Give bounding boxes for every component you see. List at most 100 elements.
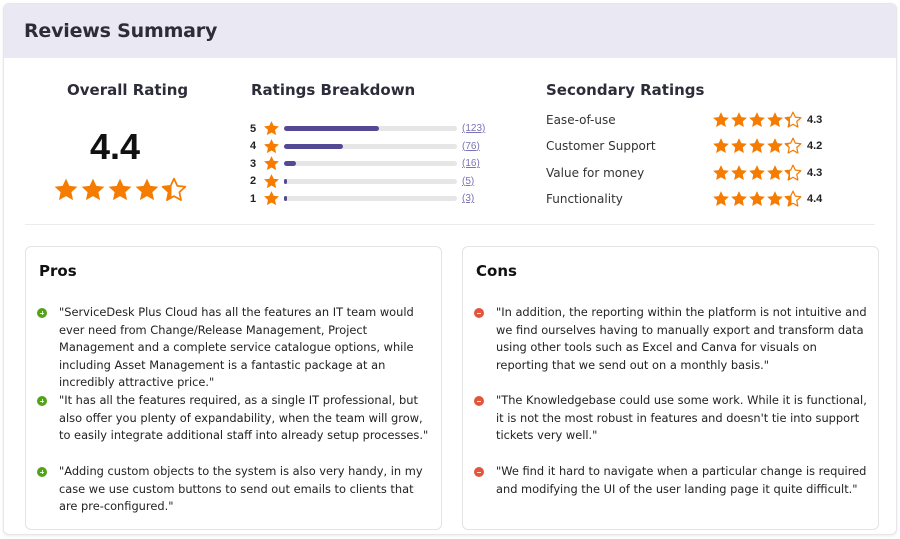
star-partial-icon bbox=[784, 164, 802, 182]
star-filled-icon bbox=[748, 164, 766, 182]
secondary-ratings-title: Secondary Ratings bbox=[546, 81, 705, 99]
rating-count[interactable]: (3) bbox=[462, 193, 474, 204]
rating-count[interactable]: (16) bbox=[462, 158, 480, 169]
review-quote: "It has all the features required, as a … bbox=[59, 393, 429, 442]
rating-bar-track bbox=[284, 143, 457, 149]
review-quote: "The Knowledgebase could use some work. … bbox=[496, 393, 867, 442]
con-item: "The Knowledgebase could use some work. … bbox=[474, 392, 868, 445]
rating-count-link[interactable]: (123) bbox=[462, 123, 486, 134]
cons-card: Cons "In addition, the reporting within … bbox=[462, 246, 879, 530]
secondary-star-rating bbox=[712, 190, 802, 208]
star-partial-icon bbox=[784, 190, 802, 208]
rating-count[interactable]: (123) bbox=[462, 123, 485, 134]
panel-header: Reviews Summary bbox=[4, 4, 896, 58]
rating-bar-fill bbox=[284, 126, 380, 131]
secondary-star-rating bbox=[712, 111, 802, 129]
star-filled-icon bbox=[712, 137, 730, 155]
secondary-rating-value: 4.4 bbox=[807, 192, 823, 205]
secondary-rating-row: Ease-of-use 4.3 bbox=[546, 110, 866, 130]
ratings-overview: Overall Rating 4.4 Ratings Breakdown 5 (… bbox=[4, 58, 896, 228]
rating-bar-fill bbox=[284, 196, 287, 202]
con-item: "We find it hard to navigate when a part… bbox=[474, 463, 868, 498]
cons-title: Cons bbox=[476, 262, 517, 280]
ratings-breakdown: Ratings Breakdown 5 (123) 4 (76) 3 (16) … bbox=[250, 58, 510, 228]
overall-rating-title: Overall Rating bbox=[67, 81, 189, 99]
star-icon bbox=[260, 190, 282, 207]
star-filled-icon bbox=[80, 177, 106, 203]
plus-circle-icon bbox=[37, 308, 47, 318]
secondary-star-rating bbox=[712, 164, 802, 182]
pro-item: "ServiceDesk Plus Cloud has all the feat… bbox=[37, 304, 431, 392]
rating-bar-fill bbox=[284, 178, 288, 184]
rating-count-link[interactable]: (76) bbox=[462, 140, 480, 152]
breakdown-row: 4 (76) bbox=[250, 138, 510, 155]
breakdown-row: 3 (16) bbox=[250, 155, 510, 172]
review-quote: "ServiceDesk Plus Cloud has all the feat… bbox=[59, 305, 414, 389]
secondary-rating-value: 4.2 bbox=[807, 140, 823, 153]
page-title: Reviews Summary bbox=[24, 20, 218, 42]
star-level: 5 bbox=[250, 122, 257, 135]
rating-count[interactable]: (76) bbox=[462, 141, 480, 152]
minus-circle-icon bbox=[474, 308, 484, 318]
pros-title: Pros bbox=[39, 262, 77, 280]
pro-item: "Adding custom objects to the system is … bbox=[37, 463, 431, 516]
star-filled-icon bbox=[766, 164, 784, 182]
breakdown-row: 5 (123) bbox=[250, 120, 510, 137]
secondary-rating-label: Ease-of-use bbox=[546, 113, 616, 127]
secondary-rating-label: Customer Support bbox=[546, 139, 656, 154]
rating-bar-track bbox=[284, 178, 457, 184]
con-item: "In addition, the reporting within the p… bbox=[474, 304, 868, 374]
star-filled-icon bbox=[766, 137, 784, 155]
ratings-breakdown-title: Ratings Breakdown bbox=[251, 81, 416, 99]
star-icon bbox=[260, 138, 282, 155]
review-quote: "We find it hard to navigate when a part… bbox=[496, 464, 867, 496]
rating-bar-track bbox=[284, 126, 457, 131]
secondary-rating-label: Value for money bbox=[546, 165, 645, 180]
star-filled-icon bbox=[766, 111, 784, 129]
star-icon bbox=[260, 173, 282, 190]
star-filled-icon bbox=[730, 111, 748, 129]
star-level: 3 bbox=[250, 157, 257, 170]
overall-rating: Overall Rating 4.4 bbox=[44, 58, 194, 228]
review-quote: "Adding custom objects to the system is … bbox=[59, 464, 423, 513]
star-level: 1 bbox=[250, 192, 257, 205]
star-filled-icon bbox=[53, 177, 79, 203]
star-filled-icon bbox=[730, 164, 748, 182]
star-filled-icon bbox=[134, 177, 160, 203]
secondary-rating-row: Functionality 4.4 bbox=[546, 189, 866, 209]
rating-count-link[interactable]: (5) bbox=[462, 175, 475, 187]
star-level: 2 bbox=[250, 175, 257, 188]
reviews-summary-panel: Reviews Summary Overall Rating 4.4 Ratin… bbox=[3, 3, 897, 535]
star-filled-icon bbox=[748, 111, 766, 129]
section-divider bbox=[25, 224, 875, 225]
rating-bar-track bbox=[284, 161, 457, 167]
overall-rating-value: 4.4 bbox=[89, 126, 141, 167]
pro-item: "It has all the features required, as a … bbox=[37, 392, 431, 445]
minus-circle-icon bbox=[474, 396, 484, 406]
rating-bar-track bbox=[284, 196, 457, 202]
secondary-rating-value: 4.3 bbox=[807, 114, 823, 126]
star-filled-icon bbox=[748, 190, 766, 208]
star-filled-icon bbox=[712, 190, 730, 208]
review-quote: "In addition, the reporting within the p… bbox=[496, 305, 867, 372]
star-partial-icon bbox=[784, 137, 802, 155]
rating-count-link[interactable]: (3) bbox=[462, 193, 475, 205]
star-icon bbox=[260, 155, 282, 172]
star-filled-icon bbox=[766, 190, 784, 208]
plus-circle-icon bbox=[37, 467, 47, 477]
secondary-rating-row: Value for money 4.3 bbox=[546, 163, 866, 183]
plus-circle-icon bbox=[37, 396, 47, 406]
rating-count[interactable]: (5) bbox=[462, 176, 474, 187]
star-filled-icon bbox=[730, 137, 748, 155]
star-partial-icon bbox=[161, 177, 187, 203]
star-level: 4 bbox=[250, 140, 257, 153]
star-filled-icon bbox=[730, 190, 748, 208]
star-partial-icon bbox=[784, 111, 802, 129]
rating-count-link[interactable]: (16) bbox=[462, 158, 480, 170]
rating-bar-fill bbox=[284, 161, 297, 167]
star-filled-icon bbox=[712, 111, 730, 129]
rating-bar-fill bbox=[284, 143, 343, 149]
star-icon bbox=[260, 120, 282, 137]
secondary-rating-label: Functionality bbox=[546, 191, 623, 206]
secondary-rating-row: Customer Support 4.2 bbox=[546, 136, 866, 156]
